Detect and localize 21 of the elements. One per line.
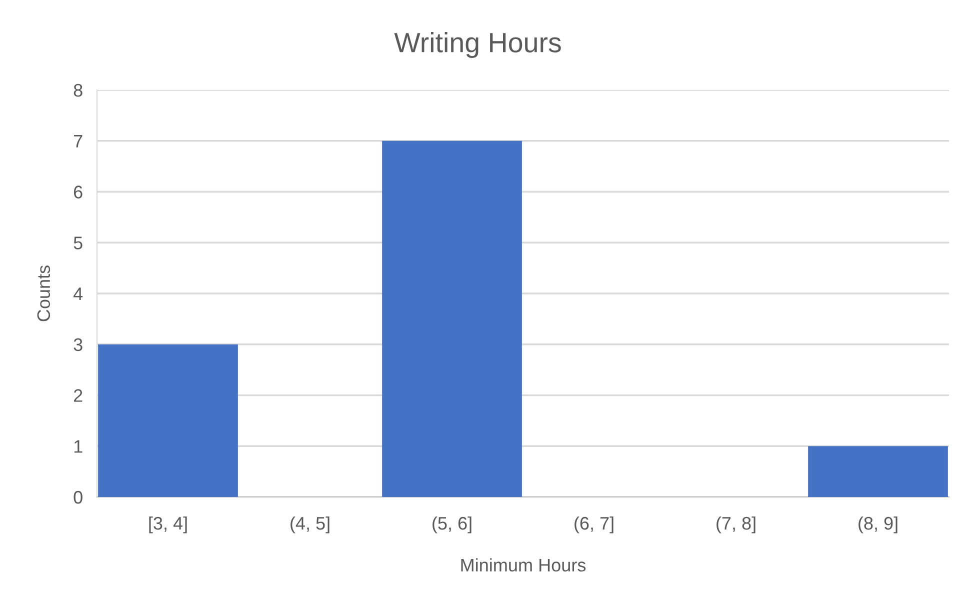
y-axis-title: Counts	[37, 266, 50, 322]
bar	[382, 140, 522, 497]
y-tick-label: 6	[74, 186, 82, 198]
x-axis-title: Minimum Hours	[461, 558, 586, 572]
chart-title: Writing Hours	[394, 32, 561, 58]
x-tick-label: [3, 4]	[149, 516, 187, 534]
y-tick-label: 4	[73, 288, 83, 300]
x-tick-label: (6, 7]	[574, 516, 614, 534]
x-tick-label: (8, 9]	[858, 516, 898, 534]
y-tick-label: 8	[74, 84, 82, 97]
y-tick-label: 3	[74, 338, 82, 352]
x-tick-label: (7, 8]	[716, 516, 756, 534]
bar	[808, 446, 948, 497]
x-tick-label: (5, 6]	[432, 516, 472, 534]
y-tick-label: 0	[74, 490, 82, 504]
y-tick-label: 5	[74, 236, 82, 250]
y-tick-label: 1	[74, 440, 82, 453]
bar	[98, 344, 238, 497]
y-tick-label: 2	[74, 389, 82, 402]
x-tick-label: (4, 5]	[290, 516, 330, 534]
y-tick-label: 7	[74, 134, 82, 148]
